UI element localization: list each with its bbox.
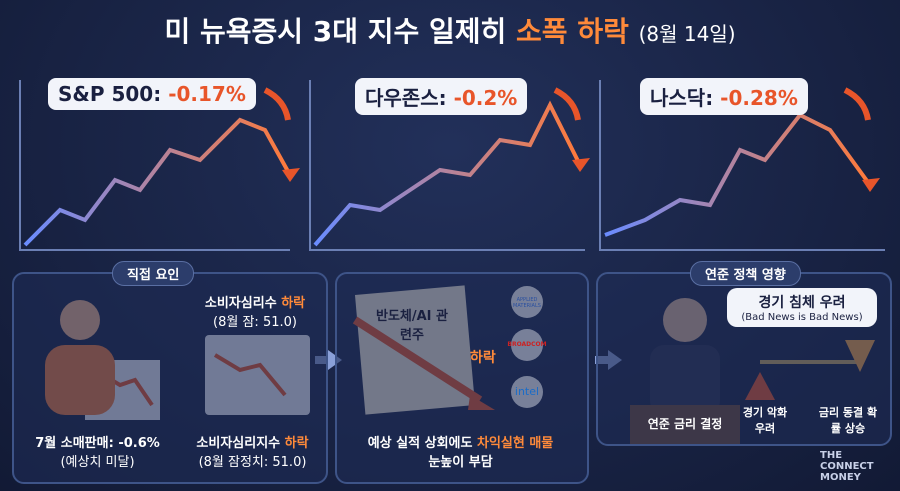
index-name: 다우존스: [365, 86, 447, 110]
caption-part: 차익실현 매물 [476, 436, 554, 451]
label-text: 소비자심리수 [204, 296, 277, 311]
index-name: 나스닥: [650, 86, 714, 110]
podium-label: 연준 금리 결정 [647, 417, 723, 431]
title: 미 뉴욕증시 3대 지수 일제히 소폭 하락 (8월 14일) [0, 10, 900, 50]
label-sub: (8월 잠정치: 51.0) [198, 455, 307, 470]
scale-right: 금리 동결 확률 상승 [818, 406, 878, 435]
title-date: (8월 14일) [638, 22, 736, 46]
title-main: 미 뉴욕증시 3대 지수 일제히 [164, 15, 507, 48]
index-pill: S&P 500: -0.17% [48, 78, 256, 110]
caption-part: 눈높이 부담 [428, 455, 493, 470]
direct-box [12, 272, 328, 484]
mini-charts [19, 80, 885, 251]
index-pill: 다우존스: -0.2% [355, 78, 528, 115]
label-sub: (예상치 미달) [60, 455, 135, 470]
brand: THE CONNECT MONEY [820, 450, 874, 483]
retail-label: 7월 소매판매: -0.6% (예상치 미달) [15, 432, 180, 470]
semis-box [335, 272, 589, 484]
arrow-label: 하락 [470, 350, 496, 366]
scale-left: 경기 악화 우려 [742, 406, 788, 435]
index-change: -0.28% [720, 86, 798, 110]
title-highlight: 소폭 하락 [516, 15, 629, 48]
label-highlight: 하락 [281, 296, 306, 311]
bubble-sub: (Bad News is Bad News) [741, 312, 863, 323]
label-sub: (8월 잠: 51.0) [213, 315, 297, 330]
speech-bubble: 경기 침체 우려 (Bad News is Bad News) [727, 288, 877, 327]
doc-label: 반도체/AI 관련주 [375, 309, 448, 343]
logo: APPLIED MATERIALS [513, 297, 541, 309]
label-text: 소비자심리지수 [196, 436, 281, 451]
index-change: -0.17% [168, 82, 246, 106]
top-label: 소비자심리수 하락 (8월 잠: 51.0) [185, 292, 325, 330]
logo: intel [514, 385, 540, 398]
label-highlight: 하락 [284, 436, 309, 451]
index-pill: 나스닥: -0.28% [640, 78, 808, 115]
index-change: -0.2% [453, 86, 518, 110]
section-tag: 직접 요인 [112, 261, 195, 286]
label-text: 7월 소매판매: -0.6% [35, 436, 160, 451]
bubble-text: 경기 침체 우려 [758, 295, 846, 311]
index-name: S&P 500: [58, 82, 162, 106]
logo: BROADCOM [507, 341, 547, 348]
caption-part: 예상 실적 상회에도 [367, 436, 473, 451]
down-arrows [263, 87, 871, 121]
section-tag: 연준 정책 영향 [690, 261, 801, 286]
sentiment-label: 소비자심리지수 하락 (8월 잠정치: 51.0) [180, 432, 325, 470]
